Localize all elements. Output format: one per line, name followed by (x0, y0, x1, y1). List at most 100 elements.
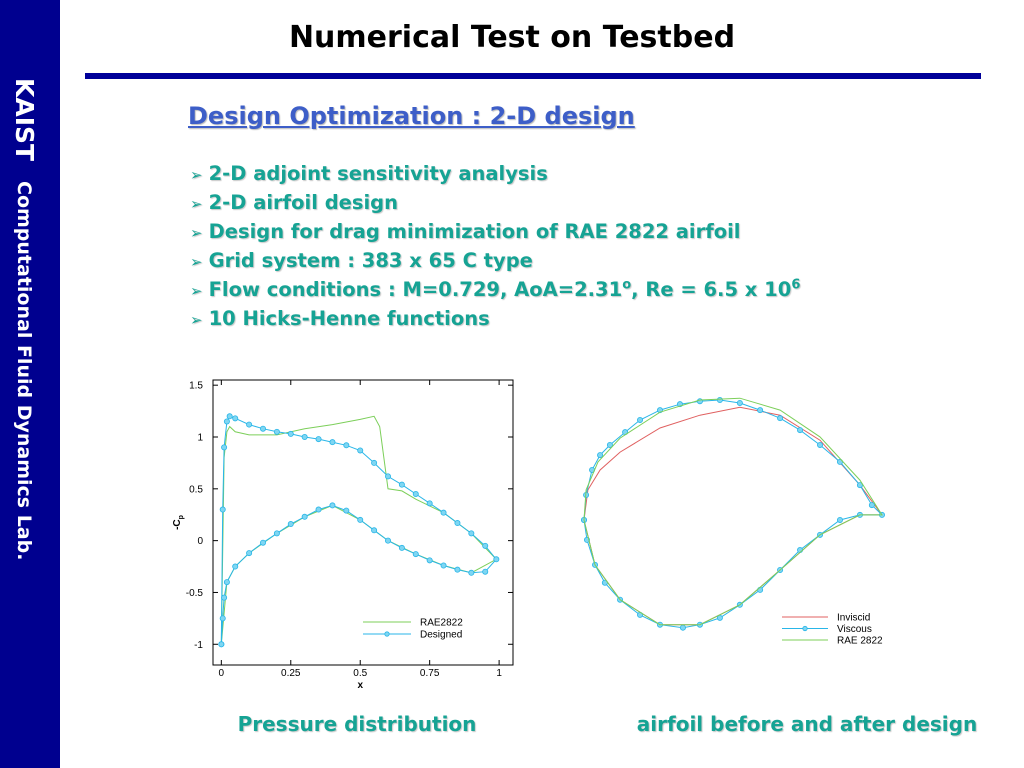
data-point (412, 551, 419, 558)
caption: airfoil before and after design (636, 712, 978, 736)
data-point (817, 441, 824, 448)
sidebar-text: KAIST Computational Fluid Dynamics Lab. (10, 78, 39, 560)
data-point (357, 516, 364, 523)
data-point (836, 516, 843, 523)
x-tick-label: 0.5 (353, 668, 367, 679)
title-rule (85, 73, 981, 79)
data-point (226, 413, 233, 420)
data-point (232, 415, 239, 422)
data-point (398, 544, 405, 551)
superscript: 6 (791, 277, 801, 293)
data-point (868, 502, 875, 509)
data-point (218, 641, 225, 648)
data-point (468, 530, 475, 537)
legend-label: Designed (420, 630, 462, 641)
caption: Pressure distribution (237, 712, 477, 736)
data-point (757, 586, 764, 593)
data-point (301, 513, 308, 520)
data-point (246, 421, 253, 428)
data-point (426, 557, 433, 564)
data-point (384, 473, 391, 480)
data-point (273, 428, 280, 435)
y-axis-label-sub: p (178, 515, 185, 519)
y-tick-label: -1 (194, 640, 203, 651)
data-point (679, 624, 686, 631)
data-point (315, 436, 322, 443)
data-point (482, 542, 489, 549)
legend-marker (802, 625, 808, 632)
data-point (357, 447, 364, 454)
data-point (219, 506, 226, 513)
data-point (221, 594, 228, 601)
y-tick-label: 1.5 (189, 381, 203, 392)
legend-marker (384, 631, 390, 637)
superscript: o (622, 277, 632, 293)
bullet: Grid system : 383 x 65 C type (190, 247, 800, 276)
data-point (343, 442, 350, 449)
series-line (583, 399, 884, 629)
bullet: Flow conditions : M=0.729, AoA=2.31o, Re… (190, 276, 801, 305)
y-tick-label: 1 (197, 433, 203, 444)
plot-frame (212, 379, 514, 666)
bullet: Design for drag minimization of RAE 2822… (190, 218, 800, 247)
data-point (259, 425, 266, 432)
bullet: 2-D airfoil design (190, 189, 800, 218)
data-point (482, 568, 489, 575)
sidebar-title: KAIST (10, 78, 39, 162)
data-point (287, 430, 294, 437)
data-point (219, 615, 226, 622)
x-axis-label: x (357, 680, 363, 691)
sidebar-subtitle: Computational Fluid Dynamics Lab. (13, 180, 35, 561)
data-point (716, 397, 723, 404)
data-point (426, 500, 433, 507)
data-point (454, 566, 461, 573)
series-line (583, 397, 883, 626)
data-point (597, 452, 604, 459)
data-point (440, 509, 447, 516)
legend-label: Inviscid (837, 613, 870, 624)
data-point (223, 579, 230, 586)
data-point (246, 550, 253, 557)
data-point (315, 506, 322, 513)
sidebar: KAIST Computational Fluid Dynamics Lab. (0, 0, 60, 768)
data-point (371, 459, 378, 466)
data-point (757, 407, 764, 414)
data-point (777, 415, 784, 422)
data-point (273, 530, 280, 537)
x-tick-label: 0 (219, 668, 225, 679)
y-axis-label-main: -C (172, 519, 183, 530)
bullet: 2-D adjoint sensitivity analysis (190, 160, 800, 189)
legend-label: RAE 2822 (837, 636, 883, 647)
data-point (637, 416, 644, 423)
data-point (384, 537, 391, 544)
data-point (398, 481, 405, 488)
data-point (221, 444, 228, 451)
data-point (343, 507, 350, 514)
data-point (454, 520, 461, 527)
x-tick-label: 0.75 (420, 668, 440, 679)
legend-label: Viscous (837, 624, 872, 635)
y-axis-label: -Cp (172, 515, 185, 530)
data-point (232, 563, 239, 570)
data-point (329, 502, 336, 509)
y-tick-label: 0 (197, 536, 203, 547)
data-point (412, 490, 419, 497)
data-point (493, 556, 500, 563)
y-tick-label: -0.5 (186, 588, 204, 599)
x-tick-label: 0.25 (281, 668, 301, 679)
bullet-list: 2-D adjoint sensitivity analysis2-D airf… (190, 160, 801, 334)
bullet-text: , Re = 6.5 x 10 (631, 278, 792, 301)
data-point (259, 539, 266, 546)
data-point (696, 398, 703, 405)
section-title: Design Optimization : 2-D design (188, 102, 635, 130)
data-point (606, 441, 613, 448)
data-point (797, 427, 804, 434)
x-tick-label: 1 (496, 668, 502, 679)
data-point (223, 418, 230, 425)
data-point (329, 439, 336, 446)
y-tick-label: 0.5 (189, 484, 203, 495)
slide-title: Numerical Test on Testbed (288, 20, 736, 55)
bullet-text: Flow conditions : M=0.729, AoA=2.31 (208, 278, 623, 301)
